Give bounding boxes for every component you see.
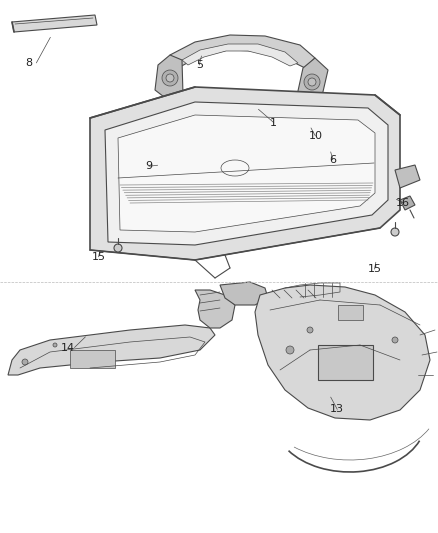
Polygon shape <box>12 15 97 32</box>
Polygon shape <box>182 44 298 66</box>
Circle shape <box>308 78 316 86</box>
Polygon shape <box>8 325 215 375</box>
FancyBboxPatch shape <box>318 345 373 380</box>
Circle shape <box>166 74 174 82</box>
Text: 9: 9 <box>145 161 152 171</box>
Text: 10: 10 <box>308 131 322 141</box>
Circle shape <box>304 74 320 90</box>
Polygon shape <box>105 102 388 245</box>
Circle shape <box>245 108 259 122</box>
Text: 1: 1 <box>270 118 277 127</box>
Text: 8: 8 <box>25 58 32 68</box>
Circle shape <box>229 99 247 117</box>
Circle shape <box>392 337 398 343</box>
Text: 15: 15 <box>367 264 381 274</box>
Polygon shape <box>400 196 415 210</box>
Polygon shape <box>395 165 420 188</box>
Text: 6: 6 <box>329 155 336 165</box>
Text: 13: 13 <box>330 405 344 414</box>
Polygon shape <box>170 35 315 68</box>
Text: 5: 5 <box>196 60 203 70</box>
Circle shape <box>162 70 178 86</box>
Polygon shape <box>118 115 375 232</box>
FancyBboxPatch shape <box>338 305 363 320</box>
Circle shape <box>286 346 294 354</box>
FancyBboxPatch shape <box>70 350 115 368</box>
Circle shape <box>114 244 122 252</box>
Circle shape <box>307 327 313 333</box>
Circle shape <box>391 228 399 236</box>
Polygon shape <box>296 58 328 105</box>
Polygon shape <box>220 282 268 305</box>
Circle shape <box>22 359 28 365</box>
Circle shape <box>53 343 57 347</box>
Text: 14: 14 <box>61 343 75 352</box>
Text: 16: 16 <box>396 198 410 207</box>
Polygon shape <box>155 55 183 100</box>
Polygon shape <box>195 290 235 328</box>
Circle shape <box>233 103 243 113</box>
Polygon shape <box>90 87 400 260</box>
Polygon shape <box>255 285 430 420</box>
Text: 15: 15 <box>92 252 106 262</box>
